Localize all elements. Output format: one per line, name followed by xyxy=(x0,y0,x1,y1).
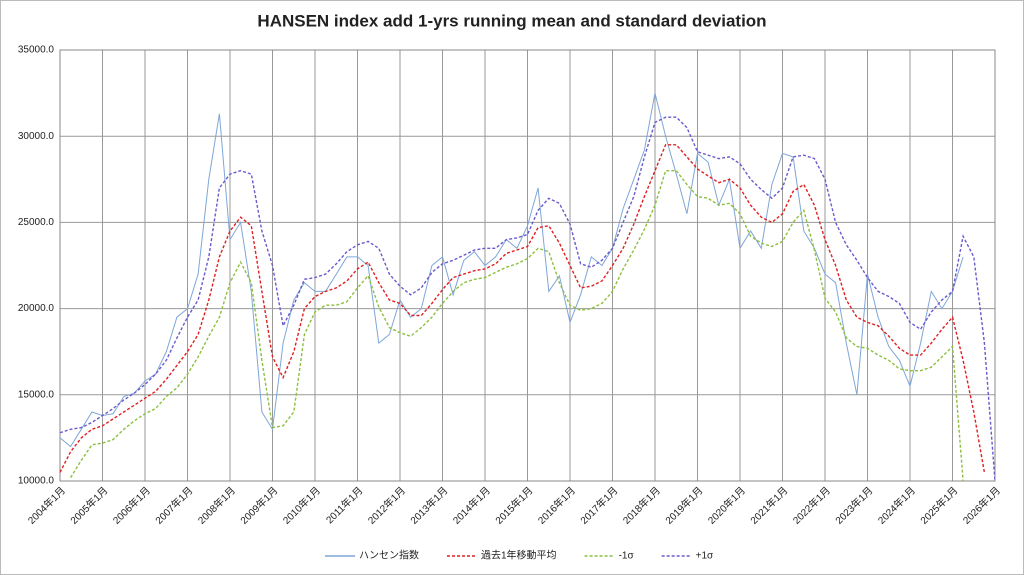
y-tick-label: 10000.0 xyxy=(18,476,55,487)
legend-label: 過去1年移動平均 xyxy=(481,549,557,562)
legend-label: +1σ xyxy=(696,551,714,562)
y-tick-label: 20000.0 xyxy=(18,303,55,314)
series-line xyxy=(60,144,986,473)
series-line xyxy=(60,116,995,481)
chart-title: HANSEN index add 1-yrs running mean and … xyxy=(257,11,766,30)
y-tick-label: 15000.0 xyxy=(18,389,55,400)
plot-frame xyxy=(59,49,996,482)
y-tick-label: 25000.0 xyxy=(18,217,55,228)
legend-label: ハンセン指数 xyxy=(359,549,419,562)
series-line xyxy=(70,170,964,481)
y-tick-label: 30000.0 xyxy=(18,131,55,142)
legend-label: -1σ xyxy=(619,551,635,562)
y-tick-label: 35000.0 xyxy=(18,45,55,56)
